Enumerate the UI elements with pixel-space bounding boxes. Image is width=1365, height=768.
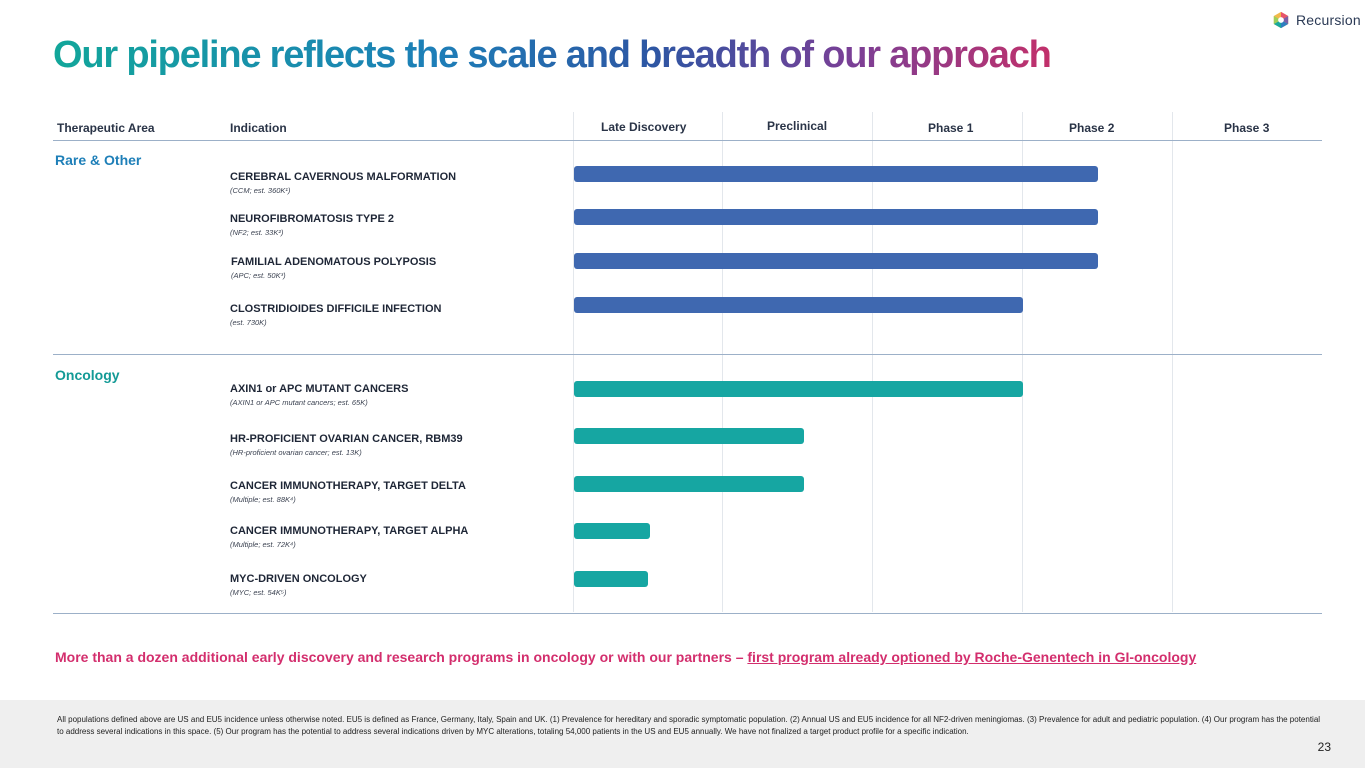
progress-bar-ovarian-rbm39 — [574, 428, 804, 444]
header-phase-2: Phase 2 — [1069, 121, 1115, 135]
roche-genentech-link[interactable]: first program already optioned by Roche-… — [747, 649, 1197, 665]
grid-line — [722, 112, 723, 612]
recursion-logo-icon — [1273, 11, 1289, 29]
section-rare-other: Rare & Other — [55, 152, 142, 168]
header-phase-3: Phase 3 — [1224, 121, 1270, 135]
footnote: All populations defined above are US and… — [57, 715, 1321, 736]
indication-detail: (Multiple; est. 72K⁴) — [230, 540, 296, 549]
header-phase-1: Phase 1 — [928, 121, 974, 135]
header-preclinical: Preclinical — [767, 119, 828, 133]
indication-name: MYC-DRIVEN ONCOLOGY — [230, 573, 367, 585]
indication-ccm: CEREBRAL CAVERNOUS MALFORMATION (CCM; es… — [230, 171, 456, 195]
indication-detail: (CCM; est. 360K¹) — [230, 186, 291, 195]
indication-name: CANCER IMMUNOTHERAPY, TARGET DELTA — [230, 480, 466, 492]
indication-ovarian-rbm39: HR-PROFICIENT OVARIAN CANCER, RBM39 (HR-… — [230, 433, 463, 457]
indication-detail: (Multiple; est. 88K⁴) — [230, 495, 296, 504]
progress-bar-nf2 — [574, 209, 1098, 225]
note-text: More than a dozen additional early disco… — [55, 649, 748, 665]
section-divider — [53, 354, 1322, 355]
progress-bar-axin1-apc — [574, 381, 1023, 397]
indication-myc: MYC-DRIVEN ONCOLOGY (MYC; est. 54K⁵) — [230, 573, 367, 597]
progress-bar-target-delta — [574, 476, 804, 492]
indication-detail: (est. 730K) — [230, 318, 267, 327]
brand-logo: Recursion — [1272, 11, 1361, 29]
indication-name: FAMILIAL ADENOMATOUS POLYPOSIS — [231, 256, 437, 268]
progress-bar-target-alpha — [574, 523, 650, 539]
additional-programs-note: More than a dozen additional early disco… — [55, 649, 1196, 665]
indication-name: AXIN1 or APC MUTANT CANCERS — [230, 383, 409, 395]
indication-apc: FAMILIAL ADENOMATOUS POLYPOSIS (APC; est… — [231, 256, 436, 280]
header-late-discovery: Late Discovery — [601, 120, 687, 134]
progress-bar-apc — [574, 253, 1098, 269]
page-title: Our pipeline reflects the scale and brea… — [53, 34, 1052, 76]
indication-name: CLOSTRIDIOIDES DIFFICILE INFECTION — [230, 303, 442, 315]
header-indication: Indication — [230, 121, 287, 135]
grid-line — [872, 112, 873, 612]
indication-detail: (AXIN1 or APC mutant cancers; est. 65K) — [230, 398, 368, 407]
indication-detail: (MYC; est. 54K⁵) — [230, 588, 287, 597]
header-therapeutic-area: Therapeutic Area — [57, 121, 155, 135]
indication-axin1-apc: AXIN1 or APC MUTANT CANCERS (AXIN1 or AP… — [230, 383, 408, 407]
brand-name: Recursion — [1296, 12, 1361, 28]
header-divider — [53, 140, 1322, 141]
indication-name: NEUROFIBROMATOSIS TYPE 2 — [230, 213, 395, 225]
footer: All populations defined above are US and… — [0, 700, 1365, 768]
indication-name: CEREBRAL CAVERNOUS MALFORMATION — [230, 171, 457, 183]
indication-nf2: NEUROFIBROMATOSIS TYPE 2 (NF2; est. 33K²… — [230, 213, 394, 237]
progress-bar-cdiff — [574, 297, 1023, 313]
indication-detail: (HR-proficient ovarian cancer; est. 13K) — [230, 448, 362, 457]
indication-name: HR-PROFICIENT OVARIAN CANCER, RBM39 — [230, 433, 463, 445]
grid-line — [1022, 112, 1023, 612]
grid-line — [1172, 112, 1173, 612]
indication-name: CANCER IMMUNOTHERAPY, TARGET ALPHA — [230, 525, 469, 537]
page-number: 23 — [1317, 740, 1331, 754]
indication-detail: (NF2; est. 33K²) — [230, 228, 284, 237]
indication-target-delta: CANCER IMMUNOTHERAPY, TARGET DELTA (Mult… — [230, 480, 466, 504]
progress-bar-myc — [574, 571, 648, 587]
grid-line — [573, 112, 574, 612]
indication-target-alpha: CANCER IMMUNOTHERAPY, TARGET ALPHA (Mult… — [230, 525, 468, 549]
progress-bar-ccm — [574, 166, 1098, 182]
table-bottom-divider — [53, 613, 1322, 614]
section-oncology: Oncology — [55, 367, 120, 383]
indication-detail: (APC; est. 50K³) — [231, 271, 286, 280]
indication-cdiff: CLOSTRIDIOIDES DIFFICILE INFECTION (est.… — [230, 303, 441, 327]
